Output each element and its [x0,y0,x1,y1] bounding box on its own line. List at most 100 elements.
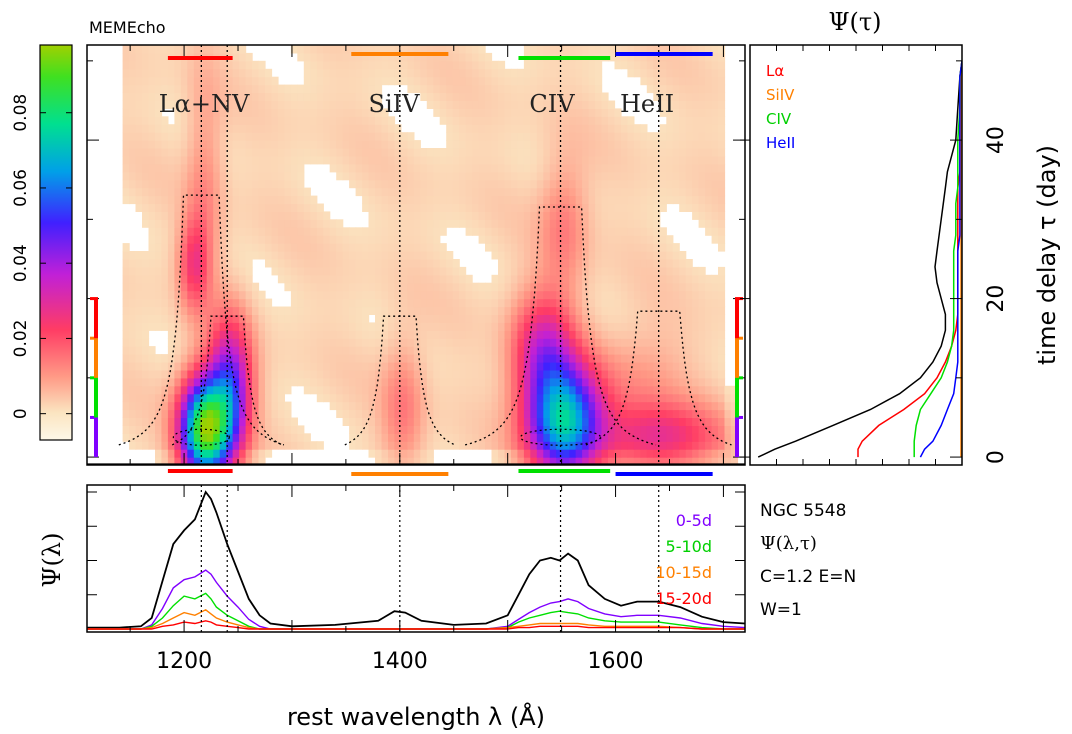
heatmap-cell [614,385,622,395]
heatmap-cell [336,84,344,94]
heatmap-cell [575,171,583,181]
legend-15-20d: 15-20d [655,589,712,608]
heatmap-cell [478,282,486,292]
heatmap-cell [498,155,506,165]
heatmap-cell [381,227,389,236]
heatmap-cell [413,187,421,197]
heatmap-cell [543,401,551,411]
heatmap-cell [388,330,396,339]
heatmap-cell [180,298,188,308]
heatmap-cell [698,274,706,284]
heatmap-cell [672,108,680,117]
heatmap-cell [465,187,473,197]
heatmap-cell [213,243,221,252]
heatmap-cell [375,330,383,339]
heatmap-cell [375,274,383,284]
heatmap-cell [659,52,667,62]
heatmap-cell [232,92,240,101]
heatmap-cell [439,393,447,403]
heatmap-cell [426,314,434,323]
heatmap-cell [316,274,324,284]
heatmap-cell [310,259,318,268]
heatmap-cell [297,227,305,236]
heatmap-cell [446,425,454,434]
heatmap-cell [633,179,641,189]
heatmap-cell [277,140,285,149]
heatmap-cell [452,259,460,268]
heatmap-cell [239,45,247,54]
heatmap-cell [472,171,480,181]
heatmap-cell [530,290,538,300]
heatmap-cell [368,92,376,101]
heatmap-cell [303,338,311,347]
heatmap-cell [232,409,240,418]
heatmap-cell [588,219,596,228]
heatmap-cell [258,60,266,70]
heatmap-cell [627,179,635,189]
heatmap-cell [297,203,305,212]
heatmap-cell [388,362,396,371]
heatmap-cell [672,449,680,458]
heatmap-cell [180,385,188,395]
heatmap-cell [439,369,447,379]
heatmap-cell [303,369,311,379]
heatmap-cell [666,84,674,94]
heatmap-cell [349,385,357,395]
heatmap-cell [122,108,130,117]
heatmap-cell [122,100,130,109]
heatmap-cell [407,425,415,434]
heatmap-cell [485,108,493,117]
heatmap-cell [627,68,635,78]
heatmap-cell [129,52,137,62]
heatmap-cell [245,385,253,395]
heatmap-cell [148,362,156,371]
heatmap-cell [284,354,292,363]
heatmap-cell [265,203,273,212]
heatmap-cell [122,148,130,157]
heatmap-cell [439,148,447,157]
heatmap-cell [549,274,557,284]
heatmap-cell [167,274,175,284]
heatmap-cell [290,354,298,363]
heatmap-cell [666,251,674,260]
heatmap-cell [543,60,551,70]
heatmap-cell [135,377,143,387]
heatmap-cell [290,171,298,181]
heatmap-cell [705,385,713,395]
heatmap-cell [485,369,493,379]
heatmap-cell [122,251,130,260]
heatmap-cell [569,163,577,173]
heatmap-cell [588,298,596,308]
heatmap-cell [213,322,221,331]
heatmap-cell [705,354,713,363]
heatmap-cell [718,45,726,54]
heatmap-cell [653,274,661,284]
heatmap-cell [200,60,208,70]
heatmap-cell [284,235,292,244]
heatmap-cell [530,45,538,54]
heatmap-cell [452,108,460,117]
heatmap-cell [290,100,298,109]
heatmap-cell [485,282,493,292]
heatmap-cell [200,100,208,109]
heatmap-cell [653,195,661,205]
heatmap-cell [485,401,493,411]
heatmap-cell [303,314,311,323]
heatmap-cell [362,155,370,165]
heatmap-cell [588,266,596,276]
heatmap-cell [724,449,732,458]
heatmap-cell [174,290,182,300]
heatmap-cell [672,314,680,323]
heatmap-cell [621,425,629,434]
heatmap-cell [485,314,493,323]
heatmap-cell [213,457,221,465]
heatmap-cell [290,195,298,205]
heatmap-cell [368,187,376,197]
heatmap-cell [167,393,175,403]
heatmap-cell [394,346,402,355]
heatmap-cell [297,84,305,94]
heatmap-cell [465,116,473,125]
heatmap-cell [200,76,208,86]
heatmap-cell [472,330,480,339]
heatmap-cell [148,60,156,70]
